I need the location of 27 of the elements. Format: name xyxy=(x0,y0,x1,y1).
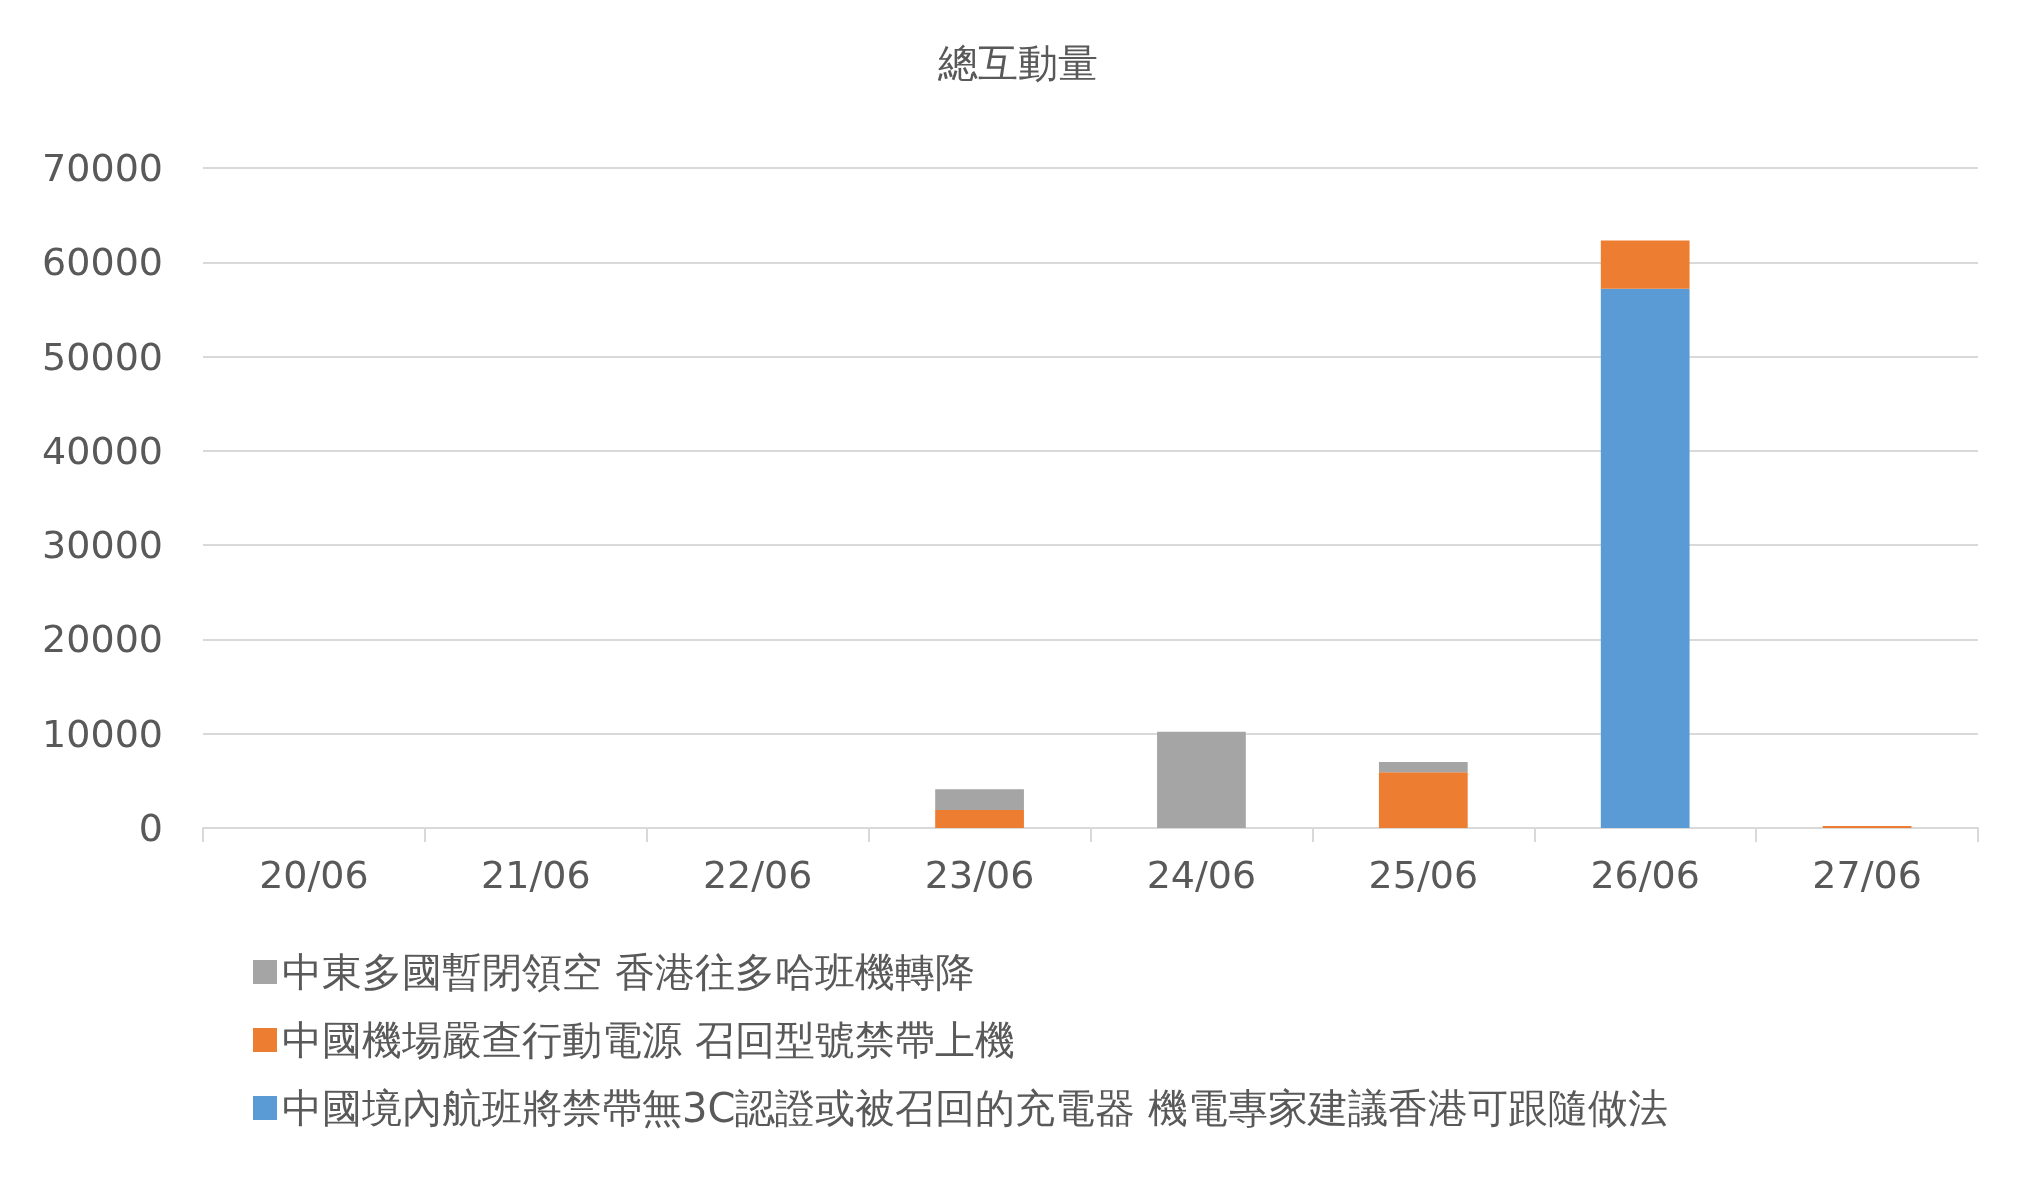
y-tick-label: 10000 xyxy=(42,711,163,756)
bar xyxy=(1378,772,1468,828)
x-tick-label: 20/06 xyxy=(259,853,369,897)
x-tick-label: 22/06 xyxy=(702,853,813,897)
x-tick-label: 26/06 xyxy=(1590,853,1700,897)
x-tick-label: 27/06 xyxy=(1812,853,1922,897)
chart-title: 總互動量 xyxy=(937,40,1098,86)
y-tick-label: 50000 xyxy=(42,334,163,379)
x-tick-label: 25/06 xyxy=(1368,853,1479,897)
legend-label: 中國機場嚴查行動電源 召回型號禁帶上機 xyxy=(282,1017,1015,1063)
x-tick-label: 24/06 xyxy=(1146,853,1257,897)
y-tick-label: 40000 xyxy=(42,428,163,473)
x-tick-label: 21/06 xyxy=(481,853,591,897)
legend-label: 中國境內航班將禁帶無3C認證或被召回的充電器 機電專家建議香港可跟隨做法 xyxy=(282,1085,1669,1131)
y-tick-label: 70000 xyxy=(42,146,163,190)
bar xyxy=(935,789,1024,811)
bar xyxy=(1378,762,1468,773)
legend-label: 中東多國暫閉領空 香港往多哈班機轉降 xyxy=(282,949,975,995)
y-tick-label: 60000 xyxy=(42,240,163,285)
bar xyxy=(1157,731,1246,828)
y-tick-label: 0 xyxy=(138,806,163,850)
y-tick-label: 20000 xyxy=(42,617,163,662)
bar xyxy=(935,810,1024,828)
x-tick-label: 23/06 xyxy=(924,853,1035,897)
y-tick-label: 30000 xyxy=(42,523,163,568)
bar xyxy=(1600,288,1690,828)
bar xyxy=(1600,240,1690,289)
